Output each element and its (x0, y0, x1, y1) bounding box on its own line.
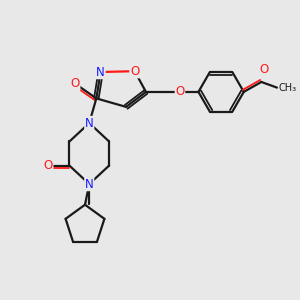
Text: O: O (260, 63, 269, 76)
Text: CH₃: CH₃ (278, 82, 296, 93)
Text: O: O (44, 159, 53, 172)
Text: O: O (176, 85, 184, 98)
Text: N: N (85, 117, 94, 130)
Text: N: N (96, 65, 105, 79)
Text: O: O (130, 65, 139, 78)
Text: O: O (70, 77, 80, 90)
Text: N: N (85, 178, 94, 190)
